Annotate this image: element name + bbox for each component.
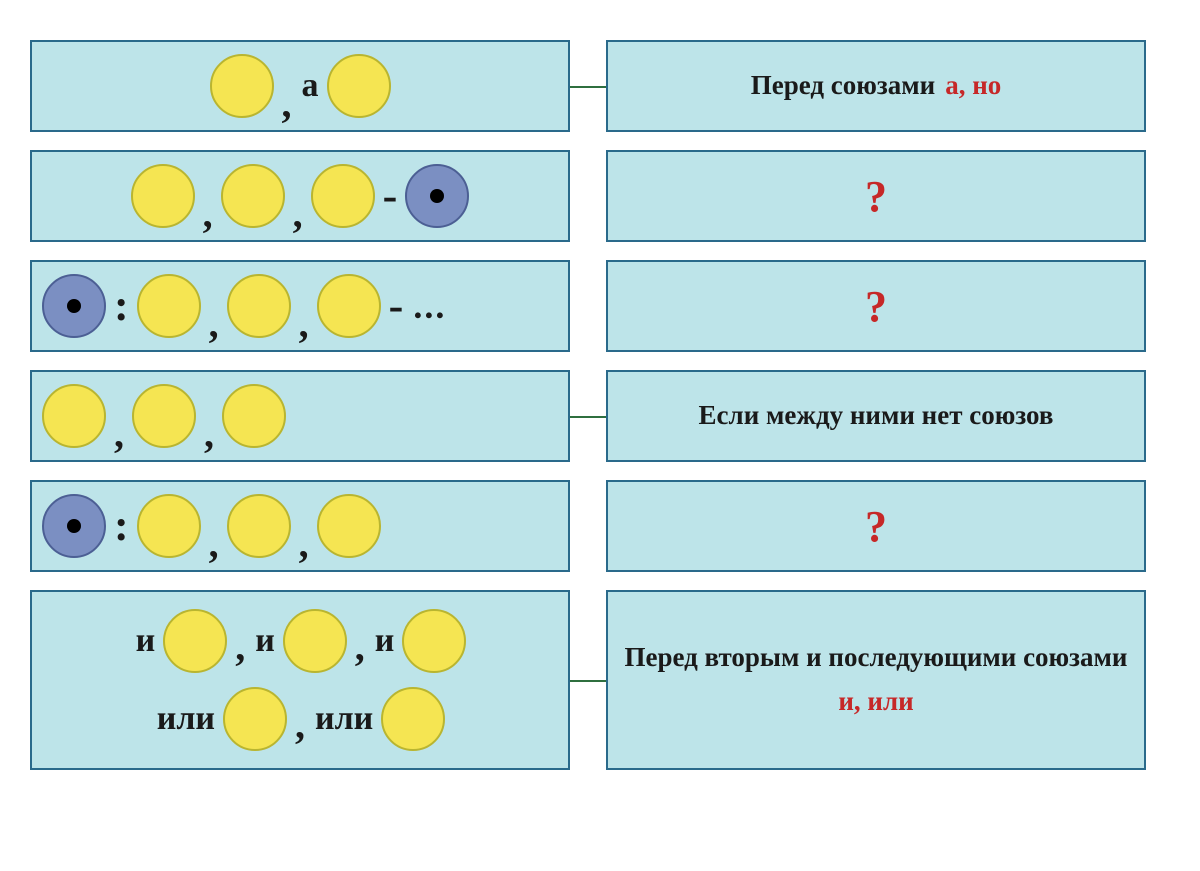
separator-text: или <box>313 702 375 736</box>
question-mark-icon: ? <box>865 171 887 222</box>
generic-circle-icon <box>42 494 106 558</box>
member-circle-icon <box>223 687 287 751</box>
rule-text: Перед вторым и последующими союзами <box>625 641 1128 675</box>
member-circle-icon <box>402 609 466 673</box>
separator-text: - <box>381 174 400 218</box>
pattern-box: и,и,иили,или <box>30 590 570 770</box>
separator-text: , <box>353 627 367 667</box>
member-circle-icon <box>327 54 391 118</box>
rule-text: Если между ними нет союзов <box>699 399 1054 433</box>
separator-text: и <box>134 624 158 658</box>
center-dot-icon <box>430 189 444 203</box>
connector-line-icon <box>570 86 606 88</box>
separator-text: : <box>112 504 131 548</box>
pattern-box: ,, - <box>30 150 570 242</box>
member-circle-icon <box>132 384 196 448</box>
member-circle-icon <box>137 494 201 558</box>
rule-box: Если между ними нет союзов <box>606 370 1146 462</box>
member-circle-icon <box>222 384 286 448</box>
row-pair: :,, -...? <box>30 260 1170 352</box>
separator-text: , <box>202 414 216 454</box>
pattern-box: ,а <box>30 40 570 132</box>
rule-box: Перед вторым и последующими союзами и, ил… <box>606 590 1146 770</box>
pattern-line: и,и,и <box>134 609 467 673</box>
separator-text: , <box>201 194 215 234</box>
question-mark-icon: ? <box>865 281 887 332</box>
member-circle-icon <box>227 494 291 558</box>
generic-circle-icon <box>405 164 469 228</box>
member-circle-icon <box>311 164 375 228</box>
row-pair: ,, Если между ними нет союзов <box>30 370 1170 462</box>
rule-box: ? <box>606 260 1146 352</box>
rule-accent-text: и, или <box>838 685 913 719</box>
separator-text: а <box>300 69 321 103</box>
member-circle-icon <box>283 609 347 673</box>
separator-text: или <box>155 702 217 736</box>
member-circle-icon <box>163 609 227 673</box>
question-mark-icon: ? <box>865 501 887 552</box>
separator-text: , <box>297 304 311 344</box>
member-circle-icon <box>210 54 274 118</box>
member-circle-icon <box>221 164 285 228</box>
separator-text: ... <box>411 288 448 324</box>
member-circle-icon <box>131 164 195 228</box>
member-circle-icon <box>137 274 201 338</box>
rule-box: Перед союзами а, но <box>606 40 1146 132</box>
rule-text: Перед союзами <box>751 69 935 103</box>
separator-text: , <box>233 627 247 667</box>
separator-text: и <box>253 624 277 658</box>
member-circle-icon <box>317 274 381 338</box>
pattern-box: ,, <box>30 370 570 462</box>
rule-accent-text: а, но <box>945 69 1001 103</box>
row-pair: ,, -? <box>30 150 1170 242</box>
separator-text: , <box>207 524 221 564</box>
row-pair: ,а Перед союзами а, но <box>30 40 1170 132</box>
separator-text: , <box>207 304 221 344</box>
member-circle-icon <box>227 274 291 338</box>
row-pair: и,и,иили,илиПеред вторым и последующими … <box>30 590 1170 770</box>
separator-text: - <box>387 284 406 328</box>
separator-text: , <box>291 194 305 234</box>
connector-line-icon <box>570 680 606 682</box>
diagram-grid: ,аПеред союзамиа, но,,-?:,,-...?,,Если м… <box>30 40 1170 770</box>
member-circle-icon <box>381 687 445 751</box>
multiline-wrap: и,и,иили,или <box>134 609 467 751</box>
center-dot-icon <box>67 299 81 313</box>
pattern-line: или,или <box>155 687 446 751</box>
separator-text: : <box>112 284 131 328</box>
member-circle-icon <box>42 384 106 448</box>
separator-text: , <box>297 524 311 564</box>
pattern-box: :,, -... <box>30 260 570 352</box>
separator-text: и <box>373 624 397 658</box>
row-pair: :,,? <box>30 480 1170 572</box>
separator-text: , <box>112 414 126 454</box>
connector-line-icon <box>570 416 606 418</box>
generic-circle-icon <box>42 274 106 338</box>
member-circle-icon <box>317 494 381 558</box>
separator-text: , <box>280 84 294 124</box>
separator-text: , <box>293 705 307 745</box>
rule-box: ? <box>606 150 1146 242</box>
rule-box: ? <box>606 480 1146 572</box>
center-dot-icon <box>67 519 81 533</box>
pattern-box: :,, <box>30 480 570 572</box>
